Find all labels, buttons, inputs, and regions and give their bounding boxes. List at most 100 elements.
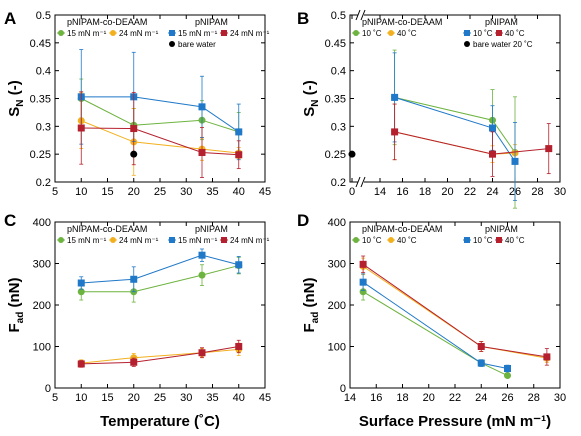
y-tick-label: 200 [33, 300, 51, 312]
x-tick-label: 40 [233, 186, 245, 198]
x-tick-label: 30 [180, 186, 192, 198]
y-label-tail: (nN) [301, 277, 318, 311]
y-tick-label: 0.5 [36, 10, 51, 22]
y-tick-label: 300 [33, 259, 51, 271]
x-tick-label: 20 [423, 392, 435, 404]
series-line-p_24 [81, 346, 239, 365]
data-point-co_15 [77, 288, 85, 296]
x-tick-label: 10 [75, 392, 87, 404]
legend-group-title: pNIPAM [485, 17, 518, 27]
data-point-p_15 [198, 103, 206, 111]
legend-label: 15 mN m⁻¹ [67, 29, 107, 38]
legend-group-title: pNIPAM-co-DEAAM [362, 17, 442, 27]
data-point-p_24 [359, 260, 367, 268]
legend-label: 24 mN m⁻¹ [230, 236, 270, 245]
legend-label-bare: bare water 20 ˚C [473, 40, 533, 49]
x-tick-label: 25 [154, 392, 166, 404]
series-line-p_24 [394, 131, 549, 155]
data-point-p_24 [77, 124, 85, 132]
data-point-p_24 [130, 125, 138, 133]
data-point-p_15 [391, 93, 399, 101]
panel-a: A 0.2 0.25 0.3 0.35 0.4 0.45 0.5 5 10 15 20 25 30 35 40… [4, 9, 271, 198]
data-point-p_15 [359, 278, 367, 286]
legend-marker-bare [169, 41, 175, 47]
series-line-co_15 [362, 291, 508, 377]
data-point-co_15 [359, 288, 367, 296]
data-point-p_15 [235, 128, 243, 136]
x-tick-label: 5 [52, 186, 58, 198]
y-label-tail: (-) [6, 80, 23, 99]
x-tick-label: 15 [101, 392, 113, 404]
y-tick-label: 0.2 [36, 177, 51, 189]
x-tick-label: 35 [206, 186, 218, 198]
data-point-co_15 [504, 372, 511, 380]
x-tick-label: 16 [370, 392, 382, 404]
x-tick-label: 22 [449, 392, 461, 404]
data-point-p_15 [477, 359, 485, 367]
y-axis-label: Fad (nN) [6, 277, 26, 332]
panel-c: C 0 100 200 300 400 5 10 15 20 25 30 35 40 45 Fad (nN) T… [4, 211, 271, 430]
data-point-p_24 [391, 128, 399, 136]
x-tick-label: 26 [501, 392, 513, 404]
panel-letter-b: B [297, 9, 309, 28]
data-point-p_15 [235, 261, 243, 269]
x-tick-label: 0 [349, 186, 355, 198]
data-point-p_15 [489, 124, 496, 132]
x-tick-label: 35 [206, 392, 218, 404]
x-tick-label: 10 [75, 186, 87, 198]
y-tick-label: 0 [340, 383, 346, 395]
x-axis-label: Surface Pressure (mN m⁻¹) [359, 413, 551, 430]
y-tick-label: 0.25 [325, 149, 346, 161]
panel-letter-c: C [4, 211, 16, 230]
data-point-p_24 [489, 150, 496, 158]
y-tick-label: 0.35 [30, 94, 51, 106]
x-tick-label: 30 [554, 392, 566, 404]
x-tick-label: 40 [233, 392, 245, 404]
y-tick-label: 200 [328, 300, 346, 312]
panel-letter-a: A [4, 9, 16, 28]
x-tick-label: 15 [101, 186, 113, 198]
legend-marker [388, 30, 394, 36]
legend-marker [496, 237, 502, 243]
x-axis-label: Temperature (˚C) [100, 413, 220, 430]
y-tick-label: 0.2 [331, 177, 346, 189]
legend-group-title: pNIPAM [195, 224, 228, 234]
panel-b: B0.20.250.30.350.40.450.50 14 16 18 20 22 24 26… [297, 9, 566, 209]
x-tick-label: 22 [464, 186, 476, 198]
legend-label: 24 mN m⁻¹ [230, 29, 270, 38]
legend-group-title: pNIPAM-co-DEAAM [67, 224, 147, 234]
data-point-p_24 [235, 343, 243, 350]
legend-label: 10 ˚C [362, 29, 382, 38]
series-line-co_15 [394, 96, 516, 153]
legend-marker [58, 237, 64, 243]
y-tick-label: 0.3 [331, 121, 346, 133]
series-line-co_15 [81, 265, 239, 293]
data-point-p_24 [198, 148, 206, 156]
panel-d: D 0 100 200 300 400 14 16 18 20 22 24 26 28 30 Fad (nN)… [297, 211, 566, 430]
legend-label-bare: bare water [178, 40, 216, 49]
legend-marker-bare [464, 41, 470, 47]
x-tick-label: 20 [441, 186, 453, 198]
axis-break-mark [355, 9, 361, 21]
y-label-sub: N [15, 99, 26, 106]
legend-marker [169, 237, 175, 243]
x-tick-label: 5 [52, 392, 58, 404]
series-line-p_24 [81, 127, 239, 156]
y-label-sub: ad [15, 312, 26, 324]
y-label-tail: (-) [301, 80, 318, 99]
plot-frame [54, 221, 266, 389]
y-tick-label: 0.4 [331, 66, 346, 78]
legend-marker [58, 30, 64, 36]
data-point-bare [348, 150, 356, 158]
plot-frame [54, 14, 266, 183]
axis-break-mark [360, 176, 366, 188]
legend-marker [464, 237, 470, 243]
plot-frame [349, 221, 561, 389]
legend-label: 15 mN m⁻¹ [178, 236, 218, 245]
legend-marker [496, 30, 502, 36]
y-tick-label: 0.35 [325, 94, 346, 106]
axis-break-gap [358, 10, 364, 20]
legend-marker [464, 30, 470, 36]
x-tick-label: 25 [154, 186, 166, 198]
series-line-co_24 [81, 348, 239, 364]
